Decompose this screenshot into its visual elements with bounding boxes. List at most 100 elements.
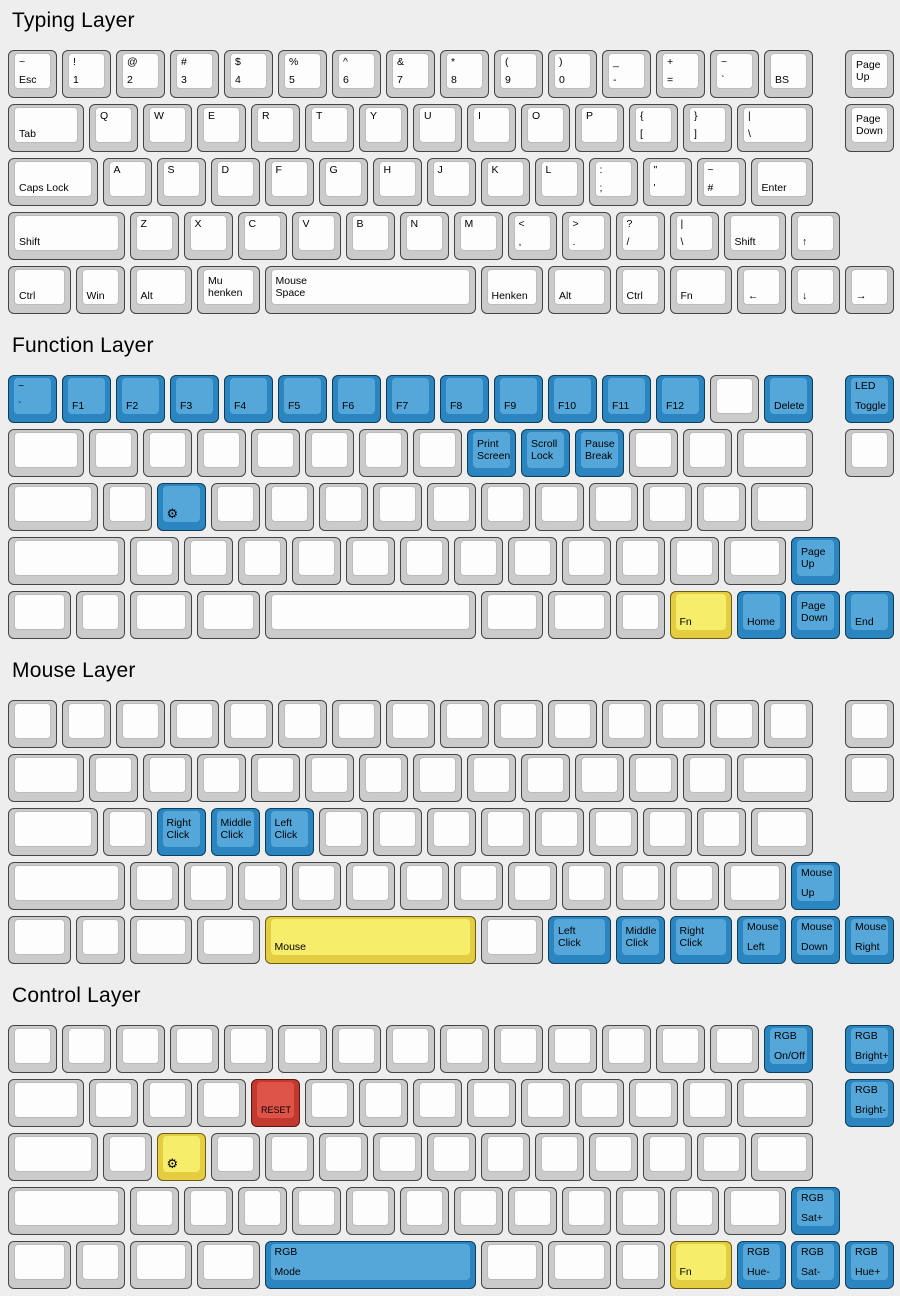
key-blank[interactable] xyxy=(345,862,395,910)
key-blank[interactable] xyxy=(507,862,557,910)
key-9[interactable]: (9 xyxy=(494,50,543,98)
key-blank[interactable] xyxy=(399,1187,449,1235)
key-blank[interactable] xyxy=(507,537,557,585)
key-blank[interactable] xyxy=(183,537,233,585)
key-blank[interactable] xyxy=(750,483,813,531)
key-blank[interactable] xyxy=(548,1025,597,1073)
key-blank[interactable] xyxy=(8,700,57,748)
key-blank[interactable] xyxy=(318,808,368,856)
key-e[interactable]: E xyxy=(197,104,246,152)
key-blank[interactable] xyxy=(845,700,894,748)
key-p[interactable]: P xyxy=(575,104,624,152)
key-backslash[interactable]: | \ xyxy=(669,212,719,260)
key-blank[interactable] xyxy=(102,483,152,531)
key-blank[interactable] xyxy=(318,483,368,531)
key-blank[interactable] xyxy=(615,862,665,910)
key-blank[interactable] xyxy=(845,429,894,477)
key-blank[interactable] xyxy=(89,1079,138,1127)
key-o[interactable]: O xyxy=(521,104,570,152)
key-blank[interactable] xyxy=(521,1079,570,1127)
key-blank[interactable] xyxy=(197,1241,260,1289)
key-arrow-up[interactable]: ↑ xyxy=(791,212,840,260)
key-blank[interactable] xyxy=(116,1025,165,1073)
key-blank[interactable] xyxy=(426,808,476,856)
key-backslash[interactable]: | \ xyxy=(737,104,813,152)
key-comma[interactable]: <, xyxy=(507,212,557,260)
key-blank[interactable] xyxy=(62,1025,111,1073)
key-blank[interactable] xyxy=(129,916,192,964)
key-blank[interactable] xyxy=(534,483,584,531)
key-blank[interactable] xyxy=(683,429,732,477)
key-blank[interactable] xyxy=(588,1133,638,1181)
key-blank[interactable] xyxy=(615,1241,665,1289)
key-4[interactable]: $4 xyxy=(224,50,273,98)
key-arrow-down[interactable]: ↓ xyxy=(791,266,840,314)
key-blank[interactable] xyxy=(521,754,570,802)
key-7[interactable]: & 7 xyxy=(386,50,435,98)
key-rgb-on-off[interactable]: RGB On/Off xyxy=(764,1025,813,1073)
key-blank[interactable] xyxy=(710,375,759,423)
key-mu-henken[interactable]: Mu henken xyxy=(197,266,260,314)
key-print-screen[interactable]: Print Screen xyxy=(467,429,516,477)
key-gear[interactable]: ⚙ xyxy=(156,483,206,531)
key-blank[interactable] xyxy=(399,862,449,910)
key-blank[interactable] xyxy=(305,429,354,477)
key-blank[interactable] xyxy=(210,483,260,531)
key-blank[interactable] xyxy=(588,483,638,531)
key-blank[interactable] xyxy=(615,537,665,585)
key-blank[interactable] xyxy=(251,429,300,477)
key-blank[interactable] xyxy=(642,808,692,856)
key-blank[interactable] xyxy=(8,1187,125,1235)
key-reset[interactable]: RESET xyxy=(251,1079,300,1127)
key-blank[interactable] xyxy=(129,537,179,585)
key-enter[interactable]: Enter xyxy=(750,158,813,206)
key-blank[interactable] xyxy=(129,862,179,910)
key-mouse-down[interactable]: Mouse Down xyxy=(791,916,840,964)
key-blank[interactable] xyxy=(602,1025,651,1073)
key-blank[interactable] xyxy=(399,537,449,585)
key-blank[interactable] xyxy=(426,483,476,531)
key-blank[interactable] xyxy=(561,862,611,910)
key-blank[interactable] xyxy=(210,1133,260,1181)
key-s[interactable]: S xyxy=(156,158,206,206)
key-blank[interactable] xyxy=(480,916,543,964)
key-rgb-bright-minus[interactable]: RGB Bright- xyxy=(845,1079,894,1127)
key-blank[interactable] xyxy=(426,1133,476,1181)
key-rgb-sat-minus[interactable]: RGB Sat- xyxy=(791,1241,840,1289)
key-page-down[interactable]: Page Down xyxy=(845,104,894,152)
key-blank[interactable] xyxy=(89,429,138,477)
key-blank[interactable] xyxy=(548,700,597,748)
key-right-click[interactable]: Right Click xyxy=(669,916,732,964)
key-blank[interactable] xyxy=(116,700,165,748)
key-blank[interactable] xyxy=(534,1133,584,1181)
key-blank[interactable] xyxy=(89,754,138,802)
key-blank[interactable] xyxy=(453,1187,503,1235)
key-f6[interactable]: F6 xyxy=(332,375,381,423)
key-blank[interactable] xyxy=(143,1079,192,1127)
key-gear[interactable]: ⚙ xyxy=(156,1133,206,1181)
key-blank[interactable] xyxy=(723,862,786,910)
key-blank[interactable] xyxy=(8,862,125,910)
key-f4[interactable]: F4 xyxy=(224,375,273,423)
key-equals[interactable]: + = xyxy=(656,50,705,98)
key-1[interactable]: ! 1 xyxy=(62,50,111,98)
key-t[interactable]: T xyxy=(305,104,354,152)
key-blank[interactable] xyxy=(467,754,516,802)
key-tab[interactable]: Tab xyxy=(8,104,84,152)
key-semicolon[interactable]: :; xyxy=(588,158,638,206)
key-f3[interactable]: F3 xyxy=(170,375,219,423)
key-n[interactable]: N xyxy=(399,212,449,260)
key-f1[interactable]: F1 xyxy=(62,375,111,423)
key-blank[interactable] xyxy=(723,537,786,585)
key-hash[interactable]: ~ # xyxy=(696,158,746,206)
key-blank[interactable] xyxy=(710,1025,759,1073)
key-mouse-right[interactable]: Mouse Right xyxy=(845,916,894,964)
key-blank[interactable] xyxy=(318,1133,368,1181)
key-blank[interactable] xyxy=(629,754,678,802)
key-blank[interactable] xyxy=(750,808,813,856)
key-blank[interactable] xyxy=(737,1079,813,1127)
key-blank[interactable] xyxy=(453,537,503,585)
key-blank[interactable] xyxy=(237,862,287,910)
key-blank[interactable] xyxy=(642,1133,692,1181)
key-blank[interactable] xyxy=(656,700,705,748)
